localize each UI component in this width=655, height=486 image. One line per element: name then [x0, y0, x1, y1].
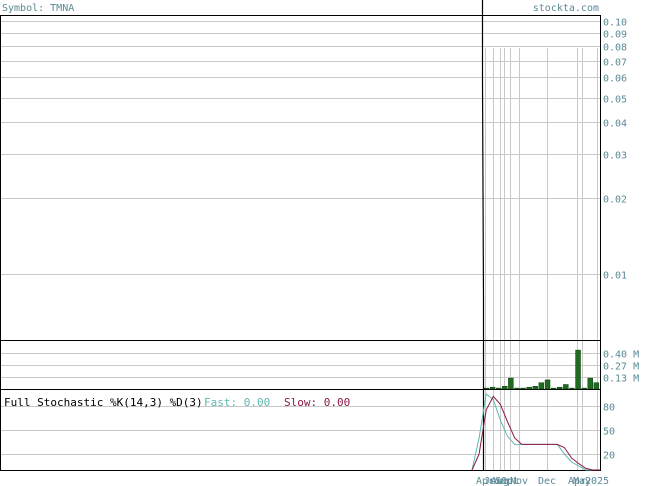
volume-bar [489, 386, 496, 390]
volume-axis-ticks: 0.40 M0.27 M0.13 M [603, 350, 639, 385]
x-tick-label: Sep [495, 476, 513, 486]
x-tick-label: Apr [568, 476, 586, 486]
stochastic-tick-label: 50 [603, 427, 615, 438]
x-tick-label: Oct [501, 476, 519, 486]
x-tick-label: May [573, 476, 591, 486]
volume-bar [514, 387, 520, 390]
x-tick-label: Jun [484, 476, 502, 486]
price-tick-label: 0.05 [603, 95, 627, 106]
site-name[interactable]: stockta.com [533, 3, 599, 14]
stochastic-slow-line [471, 395, 600, 471]
price-tick-label: 0.06 [603, 74, 627, 85]
volume-bar [520, 387, 526, 390]
volume-bar [532, 386, 538, 390]
fast-value: Fast: 0.00 [204, 396, 270, 409]
price-tick-label: 0.04 [603, 119, 627, 130]
volume-bar [581, 387, 587, 390]
x-tick-label: 2025 [585, 476, 609, 486]
slow-value: Slow: 0.00 [284, 396, 350, 409]
volume-bar [557, 386, 563, 390]
volume-bar [593, 382, 600, 390]
volume-bar [563, 384, 569, 390]
volume-bars [483, 349, 600, 390]
volume-bar [544, 379, 551, 390]
volume-bar [587, 377, 593, 390]
volume-bar [550, 387, 557, 390]
volume-bar [538, 382, 545, 390]
vertical-grid [485, 48, 598, 470]
price-tick-label: 0.02 [603, 195, 627, 206]
volume-bar [495, 387, 502, 390]
price-tick-label: 0.10 [603, 18, 627, 29]
volume-bar [508, 377, 514, 390]
x-tick-label: Nov [510, 476, 528, 486]
stochastic-series [471, 393, 600, 471]
volume-bar [575, 349, 581, 390]
stochastic-title: Full Stochastic %K(14,3) %D(3) [4, 396, 203, 409]
x-tick-label: Aug [491, 476, 509, 486]
volume-tick-label: 0.13 M [603, 374, 639, 385]
price-axis-ticks: 0.100.09 0.08 0.07 0.06 0.05 0.04 0.03 0.02 0.01 [603, 18, 627, 282]
volume-bar [502, 386, 508, 390]
volume-bar [483, 387, 490, 390]
stochastic-tick-label: 80 [603, 403, 615, 414]
stochastic-axis-ticks: 80 50 20 [603, 403, 615, 462]
x-tick-label: Apr [476, 476, 494, 486]
volume-tick-label: 0.40 M [603, 350, 639, 361]
stochastic-tick-label: 20 [603, 451, 615, 462]
symbol-label: Symbol: TMNA [2, 3, 74, 14]
x-tick-label: Dec [538, 476, 556, 486]
price-tick-label: 0.03 [603, 151, 627, 162]
price-tick-label: 0.09 [603, 30, 627, 41]
volume-tick-label: 0.27 M [603, 362, 639, 373]
price-tick-label: 0.07 [603, 58, 627, 69]
price-tick-label: 0.08 [603, 43, 627, 54]
volume-bar [569, 387, 575, 390]
volume-bar [526, 386, 532, 390]
price-tick-label: 0.01 [603, 271, 627, 282]
